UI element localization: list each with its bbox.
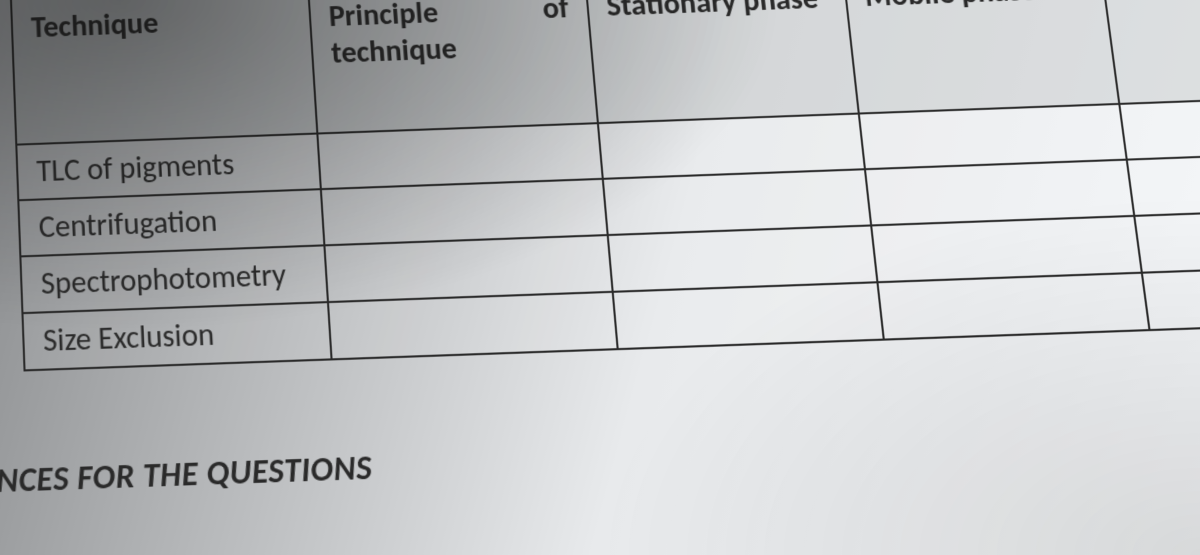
cell-stationary: [612, 282, 883, 349]
cell-stationary: [608, 225, 877, 291]
cell-result: [1135, 210, 1200, 273]
cell-principle: [320, 179, 607, 246]
cell-principle: [324, 235, 612, 302]
techniques-table: Technique Principle of technique Station…: [10, 0, 1200, 371]
cell-result: [1127, 153, 1200, 215]
header-text: Stationary phase: [605, 0, 820, 25]
cell-stationary: [603, 169, 871, 235]
cell-mobile: [858, 104, 1127, 169]
cell-principle: [328, 292, 618, 360]
cell-result: [1120, 98, 1200, 160]
col-principle: Principle of technique: [308, 0, 598, 134]
header-text-line2: technique: [330, 30, 458, 71]
cell-mobile: [864, 160, 1134, 226]
cell-technique: Size Exclusion: [22, 302, 331, 370]
cropped-heading-bottom: NCES FOR THE QUESTIONS: [0, 447, 373, 502]
header-text-line1: Principle: [328, 0, 440, 35]
col-mobile-phase: Mobile phase: [842, 0, 1120, 114]
cell-stationary: [598, 114, 865, 179]
header-text-of: of: [541, 0, 570, 27]
header-text: Mobile phase: [863, 0, 1038, 15]
header-text: Result: [1121, 0, 1200, 5]
cell-result: [1142, 267, 1200, 331]
cell-principle: [317, 123, 603, 189]
photographed-page: ple) Technique Principle of technique St…: [0, 0, 1200, 555]
cell-mobile: [877, 273, 1150, 340]
cell-mobile: [871, 216, 1142, 282]
col-technique: Technique: [11, 0, 317, 145]
header-text: Technique: [30, 5, 159, 46]
col-stationary-phase: Stationary phase: [585, 0, 859, 123]
